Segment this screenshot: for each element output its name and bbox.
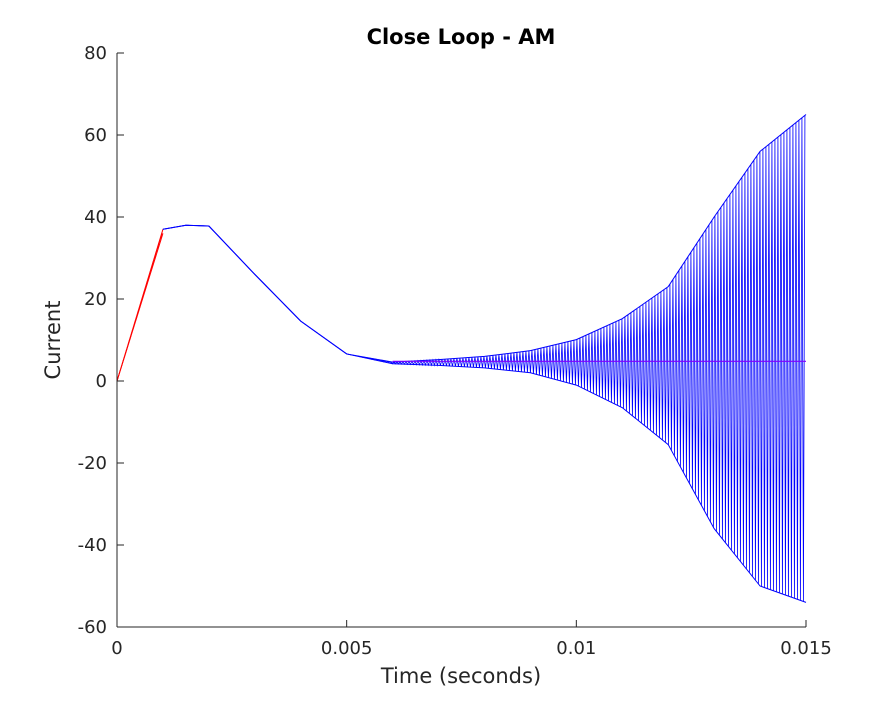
- x-tick-label: 0.015: [780, 638, 832, 659]
- series-0: [116, 229, 164, 382]
- y-tick-label: 0: [96, 371, 107, 392]
- x-tick-label: 0: [111, 638, 122, 659]
- series-layer: [116, 114, 807, 603]
- x-ticks: 0 0.005 0.01 0.015: [111, 620, 832, 659]
- series-1: [162, 114, 807, 603]
- y-axis-label: Current: [41, 301, 65, 380]
- y-tick-label: -20: [78, 453, 107, 474]
- chart-title: Close Loop - AM: [367, 25, 556, 49]
- axes: [116, 53, 806, 628]
- y-tick-label: 80: [84, 43, 107, 64]
- series-0-lower-envelope: [116, 233, 164, 382]
- y-tick-label: -60: [78, 617, 107, 638]
- y-tick-label: 60: [84, 125, 107, 146]
- y-tick-label: 40: [84, 207, 107, 228]
- y-ticks: -60 -40 -20 0 20 40 60 80: [78, 43, 124, 638]
- y-tick-label: -40: [78, 535, 107, 556]
- y-tick-label: 20: [84, 289, 107, 310]
- x-axis-label: Time (seconds): [380, 664, 541, 688]
- x-tick-label: 0.01: [556, 638, 596, 659]
- series-1-lower-envelope: [162, 224, 807, 603]
- x-tick-label: 0.005: [321, 638, 373, 659]
